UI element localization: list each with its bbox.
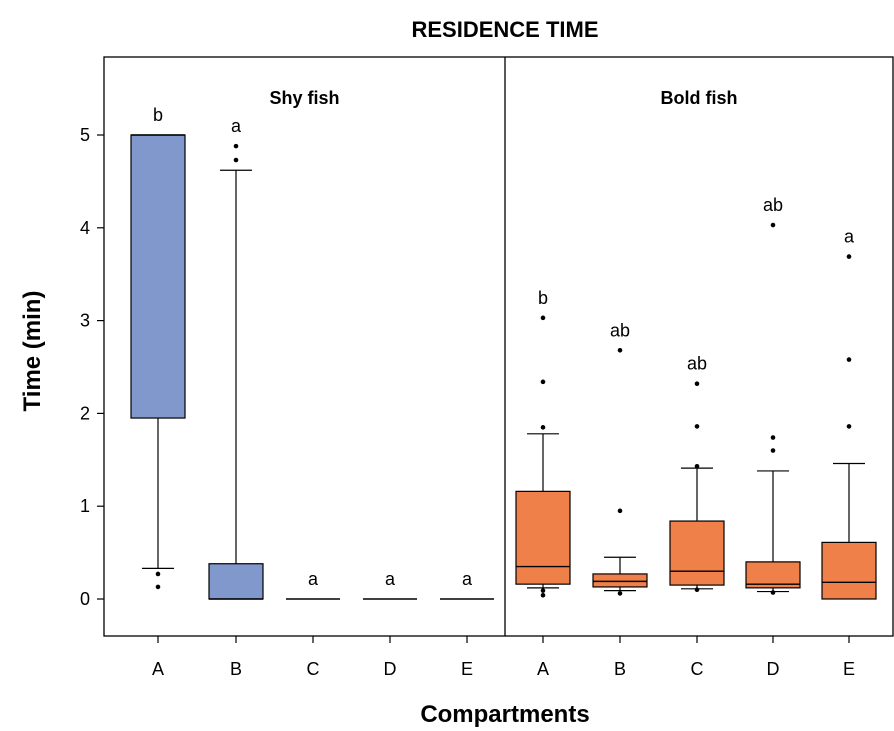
x-axis-label: Compartments — [420, 701, 589, 728]
outlier-point — [540, 588, 546, 593]
outlier-point — [617, 347, 623, 353]
x-tick-label: A — [537, 659, 549, 679]
significance-letter: b — [153, 105, 163, 125]
outlier-point — [540, 315, 546, 321]
significance-letter: a — [462, 569, 473, 589]
outlier-point — [694, 463, 700, 469]
box — [669, 520, 725, 586]
x-tick-label: E — [461, 659, 473, 679]
panel-title: Shy fish — [269, 88, 339, 108]
significance-letter: b — [538, 288, 548, 308]
plot-area: 0 1 2 3 4 5 Shy fish Ab Ba Ca Da Ea Bold fish Ab Bab Ca… — [80, 56, 894, 679]
y-tick-label: 4 — [80, 218, 90, 238]
significance-letter: ab — [610, 320, 630, 340]
outlier-point — [694, 587, 700, 593]
x-tick-label: B — [230, 659, 242, 679]
x-tick-label: C — [691, 659, 704, 679]
outlier-point — [694, 424, 700, 429]
outlier-point — [846, 424, 852, 429]
y-tick-label: 5 — [80, 125, 90, 145]
outlier-point — [233, 157, 239, 163]
significance-letter: ab — [763, 195, 783, 215]
outlier-point — [694, 381, 700, 387]
x-tick-label: D — [767, 659, 780, 679]
significance-letter: a — [385, 569, 396, 589]
x-tick-label: D — [384, 659, 397, 679]
box — [592, 573, 648, 588]
outlier-point — [846, 254, 852, 259]
outlier-point — [540, 425, 546, 430]
outlier-point — [540, 592, 546, 598]
x-tick-label: A — [152, 659, 164, 679]
outlier-point — [770, 590, 776, 595]
significance-letter: a — [231, 116, 242, 136]
y-axis-label: Time (min) — [19, 291, 46, 412]
outlier-point — [770, 448, 776, 453]
y-tick-label: 3 — [80, 311, 90, 331]
x-tick-label: C — [307, 659, 320, 679]
y-tick-label: 0 — [80, 589, 90, 609]
panel-title: Bold fish — [661, 88, 738, 108]
outlier-point — [846, 357, 852, 362]
significance-letter: ab — [687, 354, 707, 374]
y-tick-label: 2 — [80, 403, 90, 423]
significance-letter: a — [308, 569, 319, 589]
x-tick-label: E — [843, 659, 855, 679]
x-tick-label: B — [614, 659, 626, 679]
outlier-point — [770, 222, 776, 228]
outlier-point — [155, 584, 161, 590]
outlier-point — [155, 571, 161, 577]
plot-frame — [103, 56, 894, 637]
outlier-point — [617, 591, 623, 596]
box — [208, 563, 264, 600]
chart-title: RESIDENCE TIME — [411, 17, 598, 42]
outlier-point — [233, 143, 239, 149]
outlier-point — [540, 379, 546, 385]
box — [515, 490, 571, 585]
outlier-point — [617, 508, 623, 514]
box — [130, 134, 186, 419]
outlier-point — [770, 435, 776, 440]
significance-letter: a — [844, 227, 855, 247]
box — [821, 541, 877, 600]
y-tick-label: 1 — [80, 496, 90, 516]
